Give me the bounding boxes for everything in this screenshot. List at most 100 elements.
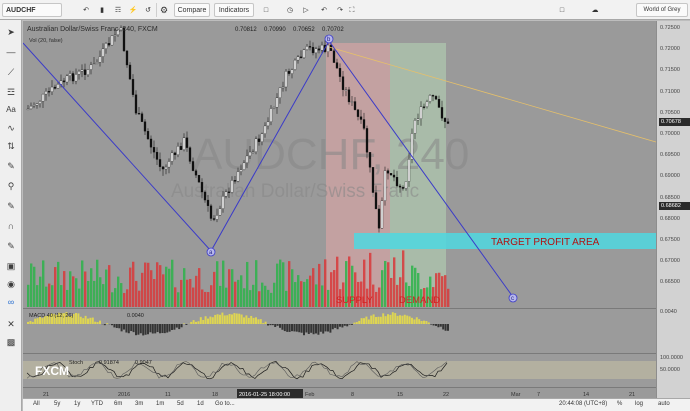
volume-bar <box>285 290 288 307</box>
snapshot-icon[interactable]: □ <box>559 7 565 14</box>
oscillator-k-line <box>26 361 448 380</box>
volume-bar <box>387 262 390 307</box>
macd-bar <box>291 324 293 332</box>
candle-body <box>410 133 414 160</box>
pattern-point-b[interactable] <box>324 34 334 44</box>
time-axis-label: 21 <box>43 392 49 398</box>
macd-bar <box>245 315 248 324</box>
macd-bar <box>279 324 281 328</box>
candle-body <box>296 56 300 61</box>
trash-icon[interactable]: ▩ <box>6 337 16 347</box>
prediction-icon[interactable]: ⇅ <box>7 141 15 151</box>
pitchfork-icon[interactable]: ☲ <box>6 87 16 97</box>
candle-body <box>440 107 444 119</box>
cloud-icon[interactable]: ☁ <box>591 7 599 14</box>
macd-bar <box>341 324 344 328</box>
account-menu-button[interactable]: World of Grey <box>636 3 688 17</box>
chart-pane[interactable]: AUDCHF, 240 Australian Dollar/Swiss Fran… <box>23 21 656 398</box>
range-1d-button[interactable]: 1d <box>197 401 204 407</box>
redo-action-icon[interactable]: ↷ <box>337 7 343 14</box>
horizontal-line-icon[interactable]: — <box>6 47 16 57</box>
macd-bar <box>202 319 205 324</box>
pattern-point-a[interactable] <box>206 247 216 257</box>
candle-body <box>215 215 219 220</box>
undo-action-icon[interactable]: ↶ <box>321 7 327 14</box>
zoom-icon[interactable]: ⚲ <box>7 181 15 191</box>
macd-bar <box>135 324 137 336</box>
stay-drawing-icon[interactable]: ✎ <box>7 241 15 251</box>
time-axis-label: Feb <box>305 392 314 398</box>
percent-scale-button[interactable]: % <box>617 401 623 407</box>
pattern-point-c[interactable] <box>508 293 518 303</box>
log-scale-button[interactable]: log <box>635 401 644 407</box>
interval-icon[interactable]: ↶ <box>83 7 89 14</box>
remove-icon[interactable]: ✕ <box>7 319 15 329</box>
candle-body <box>110 35 114 46</box>
range-5y-button[interactable]: 5y <box>54 401 61 407</box>
time-cursor-box <box>237 389 303 398</box>
macd-bar <box>358 320 361 324</box>
symbol-search-input[interactable]: AUDCHF <box>2 3 62 17</box>
volume-bar <box>207 292 210 307</box>
measure-icon[interactable]: ✎ <box>7 201 15 211</box>
candle-body <box>155 151 159 160</box>
candle-body <box>326 44 330 52</box>
bar-style-icon[interactable]: ☶ <box>114 7 122 14</box>
abc-pattern-line[interactable] <box>23 40 514 298</box>
undo-icon[interactable]: ↺ <box>145 7 151 14</box>
candle-body <box>89 64 93 70</box>
chart-type-icon[interactable]: ⚡ <box>128 7 138 14</box>
hide-drawings-icon[interactable]: ◉ <box>7 279 15 289</box>
candle-body <box>245 155 249 164</box>
oscillator-d-line <box>26 361 448 379</box>
text-icon[interactable]: Aa <box>6 105 16 114</box>
macd-bar <box>317 324 320 335</box>
goto-date-button[interactable]: Go to... <box>215 401 235 407</box>
volume-bar <box>381 270 384 307</box>
settings-gear-icon[interactable]: ⚙ <box>159 5 169 15</box>
macd-bar <box>53 313 56 324</box>
range-1y-button[interactable]: 1y <box>74 401 81 407</box>
timeframe-icon[interactable]: ▮ <box>100 7 104 14</box>
link-icon[interactable]: ∞ <box>7 297 15 307</box>
range-ytd-button[interactable]: YTD <box>91 401 103 407</box>
trend-line-icon[interactable]: ⟋ <box>7 67 15 77</box>
candle-body <box>194 170 198 176</box>
macd-bar <box>55 314 58 324</box>
compare-button[interactable]: Compare <box>174 3 210 17</box>
range-5d-button[interactable]: 5d <box>177 401 184 407</box>
templates-icon[interactable]: □ <box>263 7 269 14</box>
candle-body <box>308 46 312 48</box>
fullscreen-icon[interactable]: ⛶ <box>349 7 355 14</box>
macd-bar <box>363 318 365 324</box>
range-3m-button[interactable]: 3m <box>135 401 144 407</box>
candle-body <box>221 196 225 209</box>
candle-body <box>137 113 141 115</box>
demand-zone[interactable] <box>390 43 446 307</box>
pattern-icon[interactable]: ∿ <box>7 123 15 133</box>
lock-icon[interactable]: ▣ <box>6 261 16 271</box>
volume-bar <box>210 285 213 307</box>
resistance-line[interactable] <box>328 46 656 143</box>
target-profit-box[interactable] <box>354 233 656 249</box>
range-1m-button[interactable]: 1m <box>156 401 165 407</box>
price-axis[interactable]: 0.72500 0.72000 0.71500 0.71000 0.70500 0.700… <box>656 21 690 398</box>
volume-bar <box>42 260 45 307</box>
macd-bar <box>96 322 99 324</box>
macd-bar <box>286 324 289 332</box>
brush-icon[interactable]: ✎ <box>7 161 15 171</box>
indicators-button[interactable]: Indicators <box>214 3 254 17</box>
replay-icon[interactable]: ▷ <box>303 7 309 14</box>
volume-bar <box>66 289 69 307</box>
macd-bar <box>27 321 29 324</box>
range-all-button[interactable]: All <box>33 401 40 407</box>
cursor-icon[interactable]: ➤ <box>7 27 15 37</box>
magnet-icon[interactable]: ∩ <box>7 221 15 231</box>
range-6m-button[interactable]: 6m <box>114 401 123 407</box>
time-cursor-label: 2016-01-25 18:00:00 <box>239 392 290 398</box>
auto-scale-button[interactable]: auto <box>658 401 670 407</box>
price-axis-label: 0.70000 <box>660 131 680 137</box>
alert-icon[interactable]: ◷ <box>286 7 294 14</box>
candle-body <box>173 152 177 156</box>
candle-body <box>275 97 279 108</box>
